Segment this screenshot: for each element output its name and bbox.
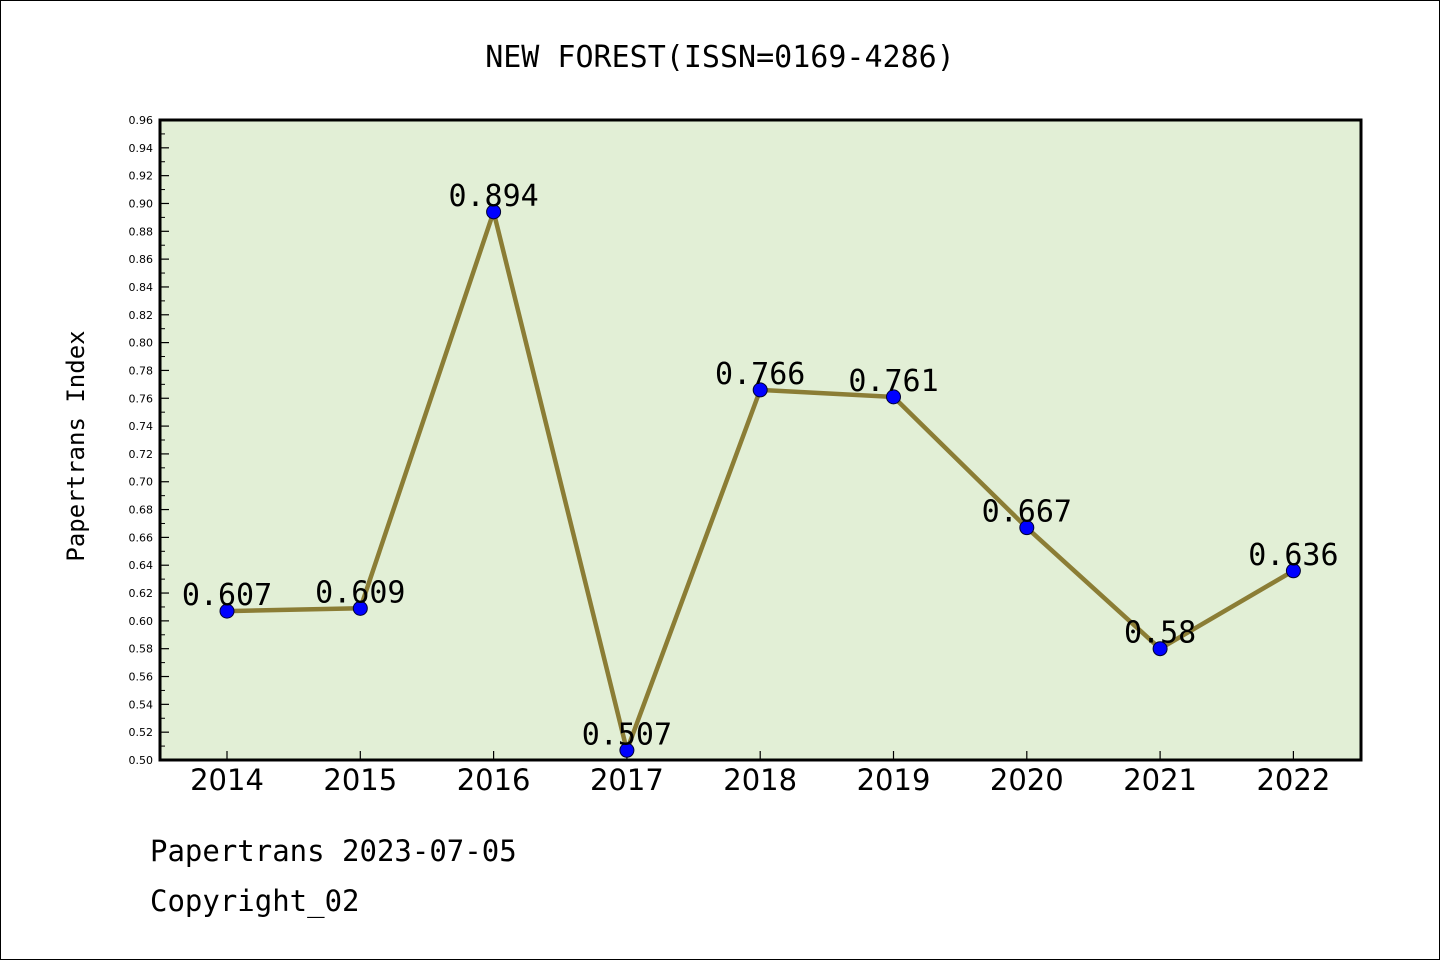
y-tick-label: 0.74	[129, 420, 154, 433]
data-point	[1285, 563, 1301, 579]
data-label: 0.58	[1124, 616, 1196, 651]
y-tick-label: 0.90	[129, 197, 154, 210]
x-tick-label: 2020	[990, 763, 1064, 797]
data-label: 0.636	[1248, 538, 1338, 573]
y-tick-label: 0.50	[129, 754, 154, 767]
y-tick-label: 0.76	[129, 392, 154, 405]
data-point	[219, 603, 235, 619]
y-tick-label: 0.54	[129, 698, 154, 711]
data-label: 0.766	[715, 357, 805, 392]
data-labels: 0.607 0.609 0.894 0.507 0.766 0.761 0.667 0.58 0…	[182, 179, 1339, 752]
x-axis: 2014 2015 2016 2017 2018 2019 2020 2021 2022	[190, 751, 1330, 797]
x-tick-label: 2019	[857, 763, 931, 797]
data-point	[752, 382, 768, 398]
y-tick-label: 0.62	[129, 587, 154, 600]
x-tick-label: 2018	[723, 763, 797, 797]
data-point	[886, 389, 901, 405]
x-tick-label: 2017	[590, 763, 664, 797]
y-tick-label: 0.58	[129, 643, 154, 656]
data-point	[486, 204, 502, 220]
x-tick-label: 2022	[1256, 763, 1330, 797]
data-markers	[219, 204, 1301, 758]
y-tick-label: 0.64	[129, 559, 154, 572]
data-point	[1019, 520, 1035, 536]
footer-copyright: Copyright_02	[150, 884, 360, 918]
y-tick-label: 0.96	[129, 114, 154, 127]
data-label: 0.609	[315, 575, 405, 610]
data-label: 0.507	[582, 717, 672, 752]
y-tick-label: 0.94	[129, 142, 154, 155]
x-tick-label: 2016	[457, 763, 531, 797]
plot-area	[160, 120, 1361, 760]
x-tick-label: 2014	[190, 763, 264, 797]
y-tick-label: 0.56	[129, 671, 154, 684]
y-tick-label: 0.92	[129, 170, 154, 183]
y-tick-label: 0.84	[129, 281, 154, 294]
data-label: 0.607	[182, 578, 272, 613]
y-tick-label: 0.82	[129, 309, 154, 322]
data-point	[619, 742, 635, 758]
footer-date: Papertrans 2023-07-05	[150, 834, 517, 868]
y-axis-label: Papertrans Index	[62, 330, 90, 561]
plot-border	[158, 118, 1363, 762]
y-tick-label: 0.80	[129, 337, 154, 350]
y-tick-label: 0.52	[129, 726, 154, 739]
y-tick-label: 0.88	[129, 225, 154, 238]
y-tick-label: 0.70	[129, 476, 154, 489]
y-tick-label: 0.60	[129, 615, 154, 628]
x-tick-label: 2015	[323, 763, 397, 797]
data-point	[1152, 641, 1168, 657]
y-tick-label: 0.86	[129, 253, 154, 266]
data-label: 0.894	[448, 179, 538, 214]
chart-title: NEW FOREST(ISSN=0169-4286)	[485, 40, 955, 75]
y-tick-label: 0.66	[129, 531, 154, 544]
y-tick-label: 0.68	[129, 504, 154, 517]
data-label: 0.761	[848, 364, 938, 399]
y-tick-label: 0.72	[129, 448, 154, 461]
data-label: 0.667	[982, 495, 1072, 530]
x-tick-label: 2021	[1123, 763, 1197, 797]
data-point	[352, 600, 368, 616]
y-tick-label: 0.78	[129, 364, 154, 377]
